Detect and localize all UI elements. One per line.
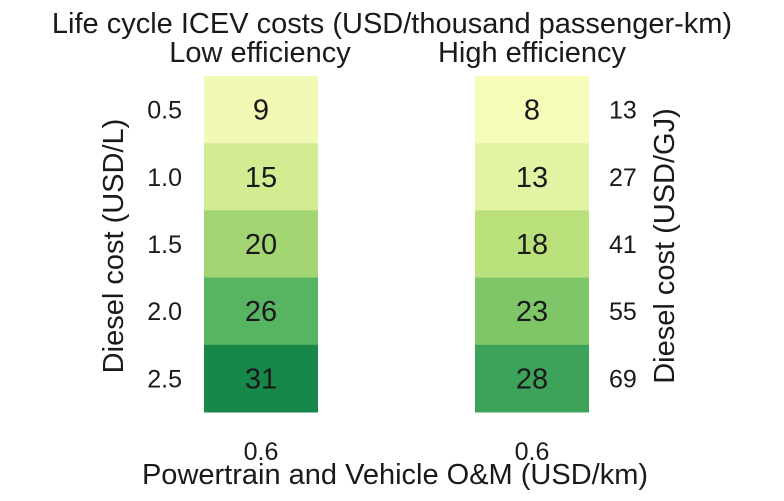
cell-value-label: 9 [253, 95, 269, 127]
heatmap-cell [204, 344, 318, 413]
heatmap-cell [475, 143, 589, 211]
right-y-tick-label: 69 [609, 365, 637, 393]
heatmap-cell [475, 277, 589, 346]
left-y-tick-label: 1.5 [147, 231, 182, 259]
left-y-tick-label: 2.5 [147, 365, 182, 393]
cell-value-label: 13 [516, 162, 548, 194]
right-y-tick-label: 27 [609, 164, 637, 192]
left-y-tick-label: 1.0 [147, 164, 182, 192]
left-y-tick-label: 0.5 [147, 97, 182, 125]
heatmap-cell [475, 344, 589, 413]
right-y-tick-label: 55 [609, 298, 637, 326]
left-y-axis-label: Diesel cost (USD/L) [98, 119, 130, 374]
x-tick-label: 0.6 [244, 438, 279, 466]
right-y-axis-label: Diesel cost (USD/GJ) [649, 108, 681, 384]
left-y-tick-label: 2.0 [147, 298, 182, 326]
cell-value-label: 31 [245, 363, 277, 395]
cell-value-label: 23 [516, 296, 548, 328]
panel-title-high-efficiency: High efficiency [438, 37, 627, 69]
heatmap-cell [475, 76, 589, 144]
cell-value-label: 8 [524, 95, 540, 127]
x-axis-label: Powertrain and Vehicle O&M (USD/km) [142, 459, 648, 491]
chart-title: Life cycle ICEV costs (USD/thousand pass… [52, 8, 732, 40]
cell-value-label: 28 [516, 363, 548, 395]
cell-value-label: 18 [516, 229, 548, 261]
heatmap-cell [204, 210, 318, 279]
cell-value-label: 26 [245, 296, 277, 328]
right-y-tick-label: 41 [609, 231, 637, 259]
heatmap-cell [475, 210, 589, 279]
heatmap-cell [204, 277, 318, 346]
heatmap-cell [204, 76, 318, 144]
heatmap-cells: 9 15 20 26 31 0.6 8 13 18 23 28 0.6 0.5 1.0 1.5 2.0 2.5 1… [147, 76, 637, 466]
cell-value-label: 15 [245, 162, 277, 194]
x-tick-label: 0.6 [515, 438, 550, 466]
cell-value-label: 20 [245, 229, 277, 261]
right-y-tick-label: 13 [609, 97, 637, 125]
panel-title-low-efficiency: Low efficiency [169, 37, 351, 69]
heatmap-cell [204, 143, 318, 211]
